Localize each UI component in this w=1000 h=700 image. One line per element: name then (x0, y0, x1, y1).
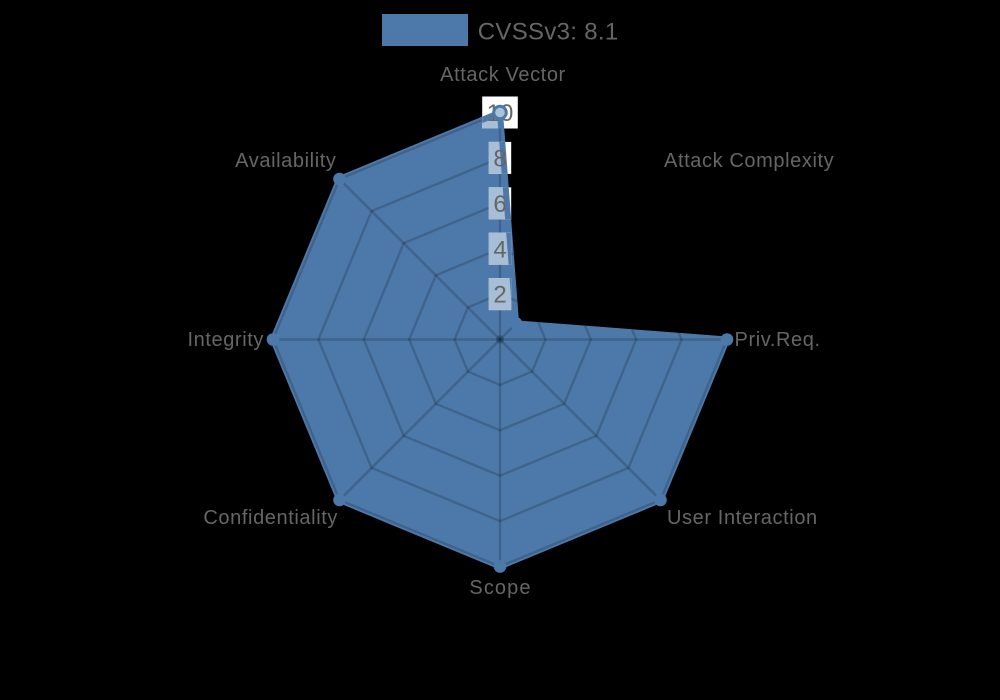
svg-text:4: 4 (493, 236, 506, 263)
svg-text:Scope: Scope (469, 577, 531, 599)
svg-text:Integrity: Integrity (187, 329, 264, 351)
svg-text:Priv.Req.: Priv.Req. (735, 329, 821, 351)
svg-text:2: 2 (493, 282, 506, 309)
svg-text:Availability: Availability (235, 150, 336, 172)
svg-text:Attack Complexity: Attack Complexity (664, 150, 834, 172)
svg-text:6: 6 (493, 191, 506, 218)
svg-text:Attack Vector: Attack Vector (440, 64, 566, 86)
svg-text:User Interaction: User Interaction (667, 507, 818, 529)
svg-text:CVSSv3: 8.1: CVSSv3: 8.1 (478, 19, 619, 46)
svg-text:Confidentiality: Confidentiality (203, 507, 338, 529)
svg-text:8: 8 (493, 146, 506, 173)
